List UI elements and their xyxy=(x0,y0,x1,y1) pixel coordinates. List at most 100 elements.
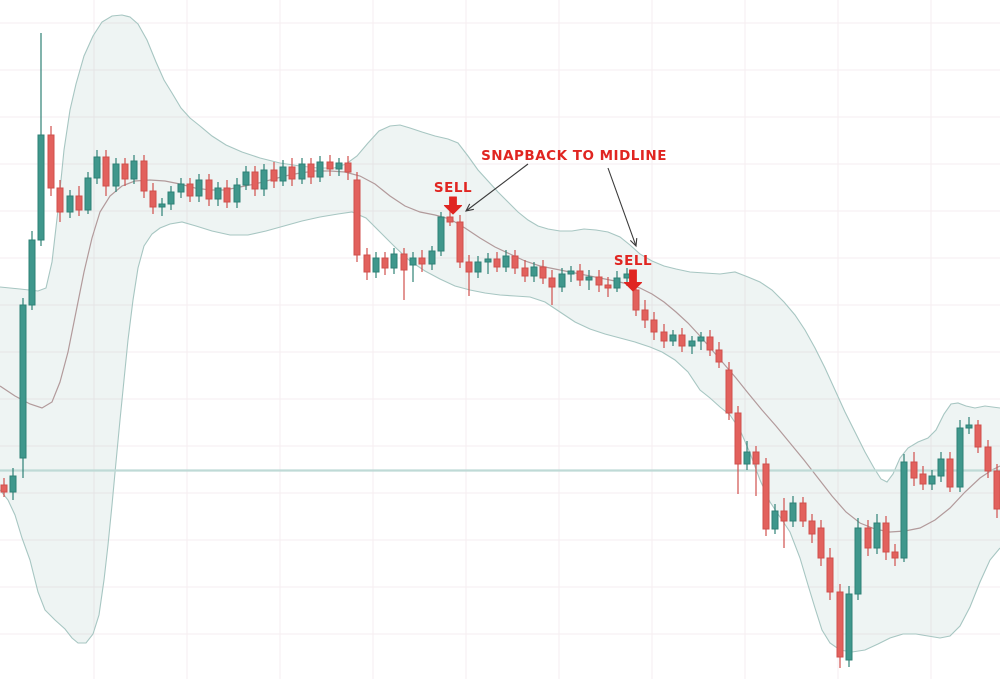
bearish-candle xyxy=(576,270,584,281)
bearish-candle xyxy=(826,557,834,593)
bearish-candle xyxy=(984,446,992,472)
bearish-candle xyxy=(539,266,547,279)
bearish-candle xyxy=(678,334,686,347)
bearish-candle xyxy=(734,412,742,465)
bullish-candle xyxy=(484,258,492,263)
bullish-candle xyxy=(130,160,138,180)
bearish-candle xyxy=(836,591,844,658)
bearish-candle xyxy=(270,169,278,182)
bullish-candle xyxy=(937,458,945,477)
bullish-candle xyxy=(956,427,964,488)
pointer-arrow-line xyxy=(607,167,637,247)
pointer-arrow-line xyxy=(465,163,529,212)
bullish-candle xyxy=(613,277,621,289)
bearish-candle xyxy=(205,179,213,200)
bearish-candle xyxy=(381,257,389,269)
bullish-candle xyxy=(873,522,881,549)
bearish-candle xyxy=(799,502,807,522)
bearish-candle xyxy=(891,551,899,559)
bearish-candle xyxy=(762,463,770,530)
bullish-candle xyxy=(260,169,268,190)
bollinger-lower-band xyxy=(0,211,1000,653)
bullish-candle xyxy=(900,461,908,559)
bearish-candle xyxy=(223,187,231,203)
bullish-candle xyxy=(37,134,45,241)
bearish-candle xyxy=(864,527,872,549)
pointer-arrowhead-icon xyxy=(629,237,638,248)
chart-annotations: SNAPBACK TO MIDLINE SELL SELL xyxy=(434,148,666,292)
bullish-candle xyxy=(335,162,343,170)
bullish-candle xyxy=(474,261,482,273)
bearish-candle xyxy=(604,284,612,289)
bearish-candle xyxy=(780,510,788,522)
bearish-candle xyxy=(353,179,361,256)
bearish-candle xyxy=(456,221,464,263)
bullish-candle xyxy=(66,195,74,213)
bullish-candle xyxy=(928,475,936,485)
bearish-candle xyxy=(919,473,927,485)
bearish-candle xyxy=(808,520,816,535)
bearish-candle xyxy=(946,458,954,488)
bullish-candle xyxy=(771,510,779,530)
bullish-candle xyxy=(854,527,862,595)
bearish-candle xyxy=(47,134,55,189)
sell-down-arrow-icon-2 xyxy=(623,269,643,292)
bearish-candle xyxy=(993,470,1000,510)
bullish-candle xyxy=(743,451,751,465)
bearish-candle xyxy=(752,451,760,465)
bullish-candle xyxy=(93,156,101,179)
bearish-candle xyxy=(140,160,148,192)
bullish-candle xyxy=(195,179,203,197)
bullish-candle xyxy=(567,270,575,275)
bullish-candle xyxy=(965,424,973,429)
bullish-candle xyxy=(409,257,417,266)
bearish-candle xyxy=(0,484,8,493)
bearish-candle xyxy=(882,522,890,553)
bearish-candle xyxy=(706,336,714,351)
bullish-candle xyxy=(845,593,853,661)
bearish-candle xyxy=(121,163,129,180)
bullish-candle xyxy=(112,163,120,187)
bullish-candle xyxy=(697,336,705,342)
bearish-candle xyxy=(641,309,649,321)
bullish-candle xyxy=(558,273,566,288)
bearish-candle xyxy=(910,461,918,479)
bearish-candle xyxy=(650,319,658,333)
bearish-candle xyxy=(75,195,83,211)
pointer-arrows xyxy=(464,163,638,248)
bearish-candle xyxy=(660,331,668,342)
bollinger-midline xyxy=(0,170,1000,533)
bearish-candle xyxy=(715,349,723,363)
bollinger-upper-band xyxy=(0,14,1000,483)
bearish-candle xyxy=(149,190,157,208)
bearish-candle xyxy=(251,171,259,190)
bullish-candle xyxy=(428,250,436,265)
bullish-candle xyxy=(298,163,306,180)
bearish-candle xyxy=(186,183,194,197)
bearish-candle xyxy=(974,424,982,448)
bearish-candle xyxy=(326,161,334,170)
bullish-candle xyxy=(167,191,175,205)
bearish-candle xyxy=(493,258,501,268)
bearish-candle xyxy=(418,257,426,265)
bearish-candle xyxy=(363,254,371,273)
bearish-candle xyxy=(817,527,825,559)
bullish-candle xyxy=(390,253,398,269)
bullish-candle xyxy=(28,239,36,306)
bearish-candle xyxy=(344,162,352,173)
bearish-candle xyxy=(511,255,519,269)
bearish-candle xyxy=(632,289,640,311)
bullish-candle xyxy=(84,177,92,211)
bearish-candle xyxy=(465,261,473,273)
sell-label-1: SELL xyxy=(434,180,472,196)
bullish-candle xyxy=(437,216,445,252)
bullish-candle xyxy=(669,334,677,342)
bullish-candle xyxy=(19,304,27,459)
bearish-candle xyxy=(400,253,408,271)
bearish-candle xyxy=(56,187,64,213)
sell-label-2: SELL xyxy=(614,253,652,269)
bollinger-band-fill xyxy=(0,15,1000,652)
bearish-candle xyxy=(521,267,529,277)
